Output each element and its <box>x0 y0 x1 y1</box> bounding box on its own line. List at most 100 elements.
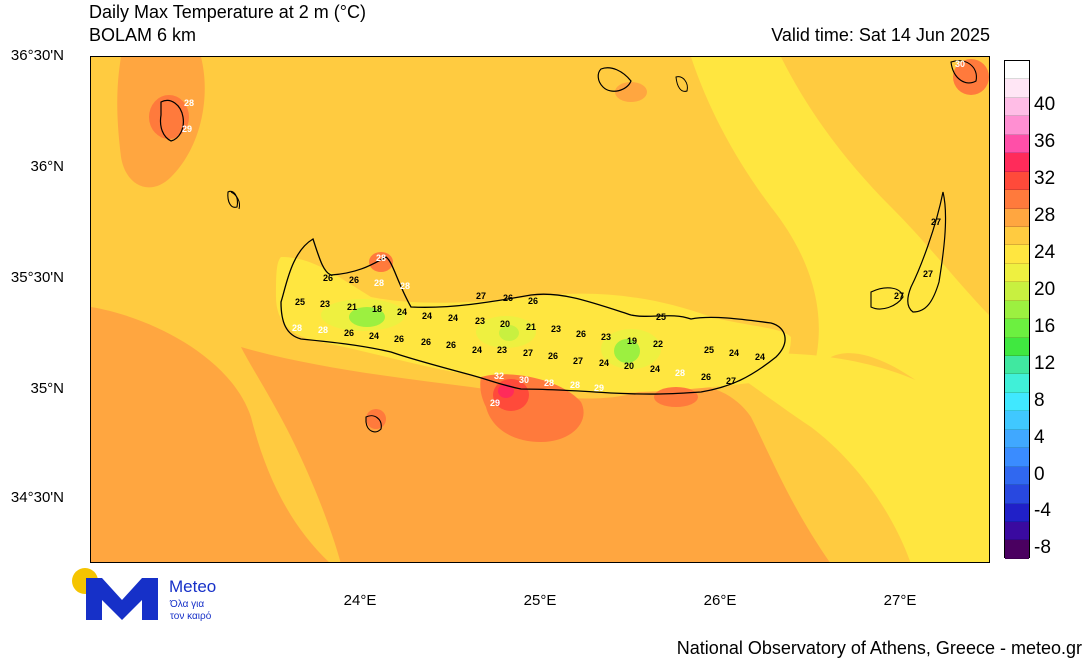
temperature-value-label: 27 <box>523 348 533 358</box>
field-34-hotspot <box>498 384 514 398</box>
meteo-logo[interactable]: Meteo Όλα για τον καιρό <box>72 566 242 626</box>
field-30-rhodes <box>953 59 989 95</box>
temperature-value-label: 26 <box>344 328 354 338</box>
temperature-value-label: 21 <box>347 302 357 312</box>
temperature-value-label: 24 <box>755 352 765 362</box>
temperature-value-label: 26 <box>394 334 404 344</box>
colorbar-segment <box>1005 411 1029 430</box>
temperature-value-label: 28 <box>570 380 580 390</box>
field-crete-24 <box>276 257 791 393</box>
temperature-value-label: 20 <box>624 361 634 371</box>
temperature-value-label: 30 <box>519 375 529 385</box>
temperature-value-label: 26 <box>446 340 456 350</box>
colorbar-label: 12 <box>1034 353 1056 374</box>
colorbar-segment <box>1005 208 1029 227</box>
temperature-value-label: 29 <box>594 383 604 393</box>
field-28-west <box>91 307 329 562</box>
temperature-value-label: 18 <box>372 304 382 314</box>
temperature-value-label: 28 <box>544 378 554 388</box>
field-30-ierapetra <box>654 387 698 407</box>
temperature-value-label: 23 <box>497 345 507 355</box>
colorbar-label: 40 <box>1034 94 1056 115</box>
temperature-value-label: 27 <box>923 269 933 279</box>
antikythira-coastline <box>227 190 238 208</box>
temperature-value-label: 26 <box>503 293 513 303</box>
valid-time: Valid time: Sat 14 Jun 2025 <box>771 25 990 45</box>
field-30-gavdos <box>366 409 386 429</box>
colorbar-label: 24 <box>1034 242 1056 263</box>
colorbar-segment <box>1005 485 1029 504</box>
colorbar-label: -4 <box>1034 500 1051 521</box>
temperature-value-label: 28 <box>184 98 194 108</box>
temperature-value-label: 20 <box>500 319 510 329</box>
temperature-field: 28 29 28 26 26 28 28 25 23 21 18 24 24 24 28 28 26 24 26 26… <box>91 57 989 562</box>
temperature-value-label: 25 <box>704 345 714 355</box>
colorbar-label: 16 <box>1034 316 1056 337</box>
field-30-kythira <box>149 95 189 139</box>
field-crete-19 <box>614 339 640 363</box>
temperature-value-label: 24 <box>397 307 407 317</box>
colorbar-segment <box>1005 319 1029 338</box>
colorbar-segment <box>1005 79 1029 98</box>
temperature-value-label: 27 <box>476 291 486 301</box>
temperature-value-label: 24 <box>650 364 660 374</box>
temperature-value-label: 27 <box>931 217 941 227</box>
temperature-value-label: 30 <box>955 59 965 69</box>
field-crete-20 <box>499 325 519 341</box>
kasos-coastline <box>870 287 904 310</box>
colorbar-segment <box>1005 356 1029 375</box>
temperature-value-label: 26 <box>528 296 538 306</box>
m-logo-icon <box>86 578 158 620</box>
colorbar-label: -8 <box>1034 537 1051 558</box>
lat-label-34-30: 34°30'N <box>10 489 64 506</box>
temperature-value-label: 28 <box>318 325 328 335</box>
temperature-value-label: 24 <box>369 331 379 341</box>
temperature-map[interactable]: 28 29 28 26 26 28 28 25 23 21 18 24 24 24 28 28 26 24 26 26… <box>90 56 990 563</box>
temperature-value-label: 23 <box>475 316 485 326</box>
temperature-value-label: 28 <box>292 323 302 333</box>
temperature-value-label: 24 <box>599 358 609 368</box>
field-22-24-east <box>691 57 989 446</box>
colorbar-segment <box>1005 503 1029 522</box>
colorbar-segment <box>1005 263 1029 283</box>
footer-credit: National Observatory of Athens, Greece -… <box>676 638 1082 658</box>
lon-label-25: 25°E <box>523 592 557 609</box>
colorbar-segment <box>1005 97 1029 117</box>
temperature-value-label: 29 <box>182 124 192 134</box>
temperature-value-label: 24 <box>448 313 458 323</box>
colorbar-segment <box>1005 337 1029 356</box>
temperature-value-label: 28 <box>400 281 410 291</box>
temperature-value-label: 27 <box>894 291 904 301</box>
colorbar-label: 0 <box>1034 464 1045 485</box>
temperature-value-label: 24 <box>472 345 482 355</box>
temperature-value-label: 26 <box>548 351 558 361</box>
colorbar-label: 4 <box>1034 427 1045 448</box>
temperature-value-label: 23 <box>551 324 561 334</box>
karpathos-coastline <box>907 191 947 313</box>
colorbar-segment <box>1005 282 1029 301</box>
kythira-coastline <box>159 99 184 142</box>
lon-label-27: 27°E <box>883 592 917 609</box>
colorbar-segment <box>1005 300 1029 320</box>
colorbar-segment <box>1005 116 1029 135</box>
temperature-value-label: 27 <box>726 376 736 386</box>
temperature-value-label: 19 <box>627 336 637 346</box>
lat-label-35-30: 35°30'N <box>10 269 64 286</box>
gavdos-coastline <box>365 415 382 433</box>
colorbar-label: 20 <box>1034 279 1056 300</box>
anafi-coastline <box>675 76 688 92</box>
temperature-value-label: 32 <box>494 371 504 381</box>
colorbar-label: 8 <box>1034 390 1045 411</box>
colorbar-segment <box>1005 171 1029 191</box>
temperature-value-label: 28 <box>675 368 685 378</box>
temperature-value-label: 25 <box>295 297 305 307</box>
temperature-value-label: 26 <box>701 372 711 382</box>
colorbar-label: 28 <box>1034 205 1056 226</box>
colorbar-segment <box>1005 466 1029 486</box>
lat-label-36: 36°N <box>30 158 64 175</box>
logo-tagline-1: Όλα για <box>170 599 205 610</box>
colorbar-segment <box>1005 61 1029 80</box>
colorbar-segment <box>1005 226 1029 246</box>
temperature-value-label: 29 <box>490 398 500 408</box>
temperature-value-label: 26 <box>576 329 586 339</box>
